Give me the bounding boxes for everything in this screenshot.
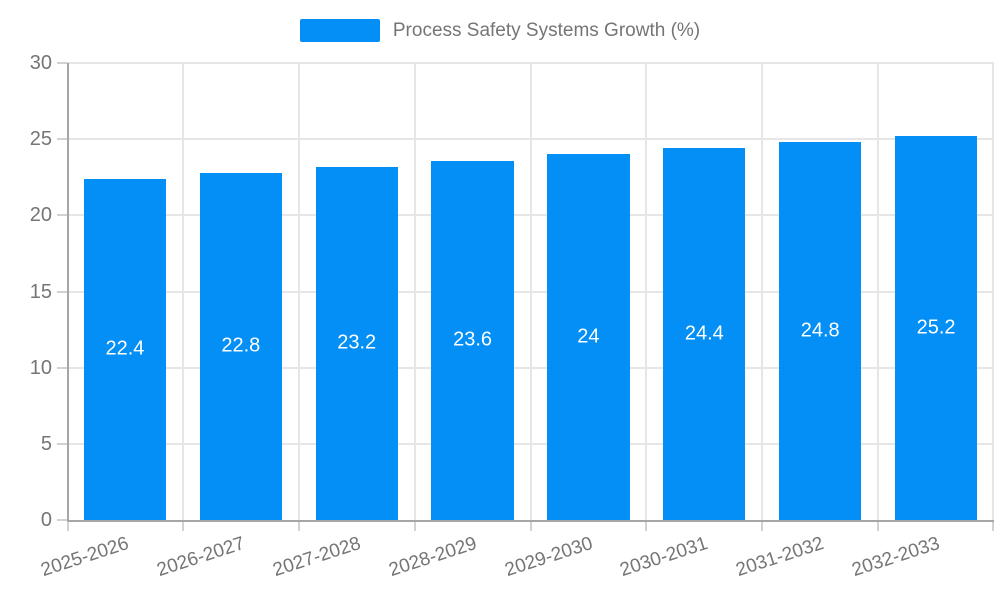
- x-axis-label: 2027-2028: [270, 533, 364, 582]
- x-gridline: [529, 63, 532, 520]
- x-tick: [761, 522, 764, 531]
- x-axis-label: 2030-2031: [617, 533, 711, 582]
- x-axis-label: 2032-2033: [849, 533, 943, 582]
- x-tick: [877, 522, 880, 531]
- y-tick: [57, 290, 67, 293]
- x-axis-label: 2026-2027: [154, 533, 248, 582]
- x-axis-label: 2028-2029: [386, 533, 480, 582]
- x-axis-line: [67, 520, 994, 522]
- y-tick: [57, 366, 67, 369]
- x-axis-label: 2029-2030: [502, 533, 595, 582]
- bar-value-label: 24.4: [684, 322, 724, 345]
- x-gridline: [645, 63, 648, 520]
- legend-swatch: [299, 19, 380, 42]
- y-tick: [57, 138, 67, 141]
- x-gridline: [297, 63, 300, 520]
- bar-value-label: 25.2: [916, 316, 956, 339]
- x-tick: [297, 522, 300, 531]
- x-tick: [645, 522, 648, 531]
- x-gridline: [877, 63, 880, 520]
- y-axis-label: 20: [29, 204, 52, 227]
- bar: 24.4: [663, 148, 746, 520]
- bar: 22.4: [83, 178, 167, 520]
- x-axis-label: 2031-2032: [733, 533, 827, 582]
- bar: 24.8: [779, 142, 862, 520]
- bar: 24: [547, 154, 630, 520]
- y-axis-line: [67, 63, 69, 522]
- y-axis-label: 15: [29, 280, 52, 303]
- x-gridline: [413, 63, 416, 520]
- x-gridline: [992, 63, 994, 520]
- x-axis-label: 2025-2026: [38, 533, 132, 582]
- bar: 25.2: [894, 136, 978, 520]
- x-tick: [181, 522, 184, 531]
- bar-value-label: 23.6: [453, 328, 493, 351]
- bar: 22.8: [199, 172, 282, 520]
- y-tick: [57, 62, 67, 64]
- x-tick: [529, 522, 532, 531]
- bar-value-label: 22.8: [221, 334, 261, 357]
- y-axis-label: 10: [29, 356, 52, 379]
- y-axis-label: 25: [29, 128, 52, 151]
- y-axis-label: 0: [40, 509, 52, 531]
- bar-value-label: 24: [577, 325, 600, 348]
- x-tick: [413, 522, 416, 531]
- y-axis-label: 30: [29, 52, 52, 74]
- y-axis-label: 5: [40, 432, 52, 455]
- bar: 23.6: [431, 160, 514, 520]
- bar-value-label: 24.8: [800, 319, 840, 342]
- y-tick: [57, 214, 67, 217]
- x-tick: [67, 522, 69, 531]
- x-gridline: [181, 63, 184, 520]
- legend-label: Process Safety Systems Growth (%): [392, 19, 701, 41]
- plot-area: 22.4 22.8 23.2 23.6 24 24.4 24.8 25.2: [57, 62, 994, 531]
- bar-value-label: 23.2: [337, 331, 377, 354]
- x-tick: [992, 522, 994, 531]
- bar: 23.2: [315, 166, 398, 520]
- bar-value-label: 22.4: [105, 337, 145, 360]
- x-gridline: [761, 63, 764, 520]
- legend: Process Safety Systems Growth (%): [0, 19, 1000, 42]
- y-tick: [57, 442, 67, 445]
- y-tick: [57, 519, 67, 521]
